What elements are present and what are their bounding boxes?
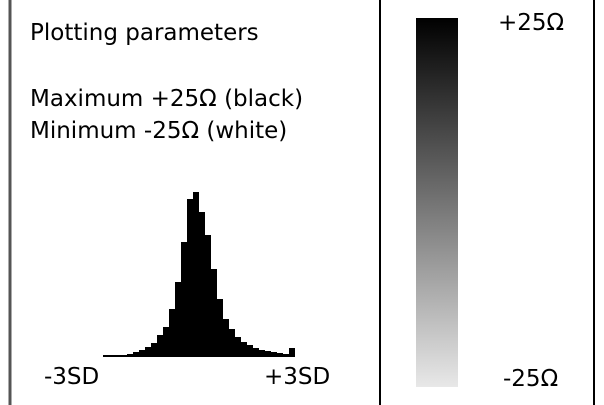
histogram-bar — [115, 355, 121, 357]
histogram-bar — [247, 345, 253, 357]
colorbar-bottom-label: -25Ω — [503, 366, 558, 392]
histogram-bar — [235, 337, 241, 357]
histogram-bar — [205, 235, 211, 357]
histogram-bar — [259, 350, 265, 357]
histogram-bar — [151, 343, 157, 357]
histogram-bar — [211, 269, 217, 357]
histogram-bar — [145, 347, 151, 357]
histogram-bar — [127, 354, 133, 357]
panel-title: Plotting parameters — [30, 20, 259, 46]
histogram-bar — [253, 348, 259, 357]
histogram-bar — [193, 192, 199, 357]
histogram-bar — [277, 353, 283, 357]
minimum-label: Minimum -25Ω (white) — [30, 118, 287, 144]
histogram-bar — [229, 329, 235, 357]
histogram-bar — [223, 319, 229, 357]
histogram-bar — [181, 242, 187, 357]
histogram-bar — [175, 282, 181, 357]
histogram-bar — [217, 299, 223, 357]
histogram-bar — [139, 350, 145, 357]
maximum-label: Maximum +25Ω (black) — [30, 86, 303, 112]
histogram-bar — [157, 335, 163, 357]
histogram-bar — [121, 355, 127, 357]
colorbar — [416, 18, 458, 387]
histogram-bar — [271, 352, 277, 357]
histogram-bar — [187, 199, 193, 357]
histogram-bar — [241, 342, 247, 357]
histogram-bar — [283, 354, 289, 357]
histogram-bar — [103, 355, 109, 357]
histogram-bar — [109, 355, 115, 357]
x-max-label: +3SD — [264, 364, 330, 390]
histogram-bar — [133, 352, 139, 357]
histogram-bar — [265, 351, 271, 357]
x-min-label: -3SD — [44, 364, 99, 390]
histogram-bar — [289, 348, 295, 357]
histogram-bar — [199, 212, 205, 357]
colorbar-top-label: +25Ω — [498, 10, 564, 36]
histogram-bar — [163, 327, 169, 357]
histogram-bar — [169, 309, 175, 357]
